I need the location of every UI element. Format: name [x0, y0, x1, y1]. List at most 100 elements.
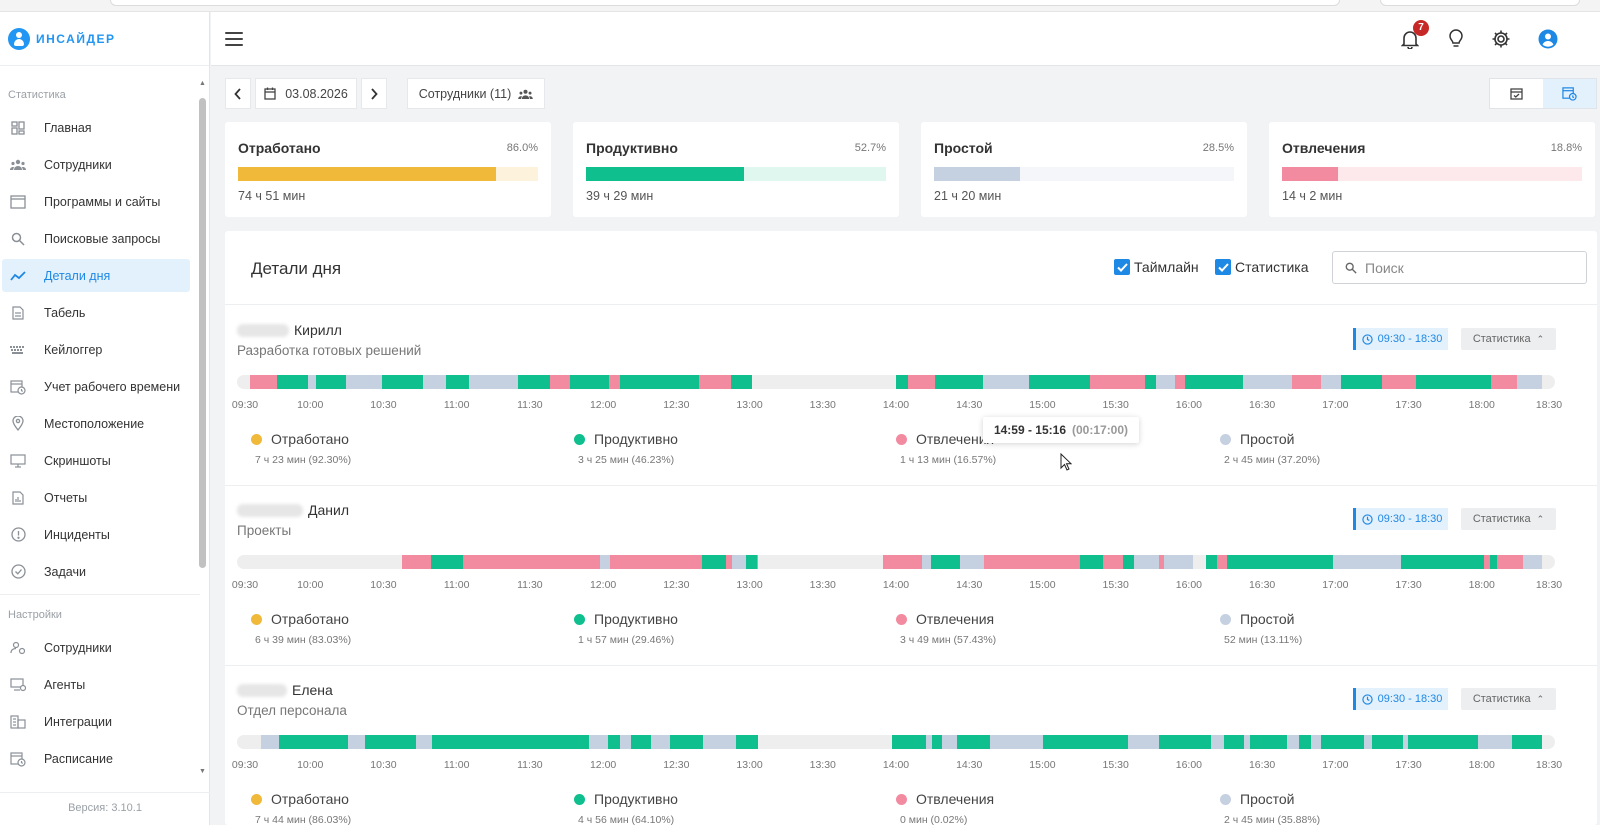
schedule-badge[interactable]: 09:30 - 18:30 — [1353, 328, 1448, 350]
timeline-segment[interactable] — [291, 735, 318, 749]
timeline-segment[interactable] — [1080, 555, 1097, 569]
timeline-segment[interactable] — [1332, 555, 1362, 569]
timeline-segment[interactable] — [1483, 555, 1491, 569]
timeline-segment[interactable] — [608, 375, 621, 389]
timeline-segment[interactable] — [469, 375, 502, 389]
scroll-down-icon[interactable]: ▼ — [199, 768, 206, 775]
timeline-segment[interactable] — [651, 735, 672, 749]
sidebar-item-search-queries[interactable]: Поисковые запросы — [2, 222, 190, 255]
timeline-segment[interactable] — [569, 375, 593, 389]
calendar-view-button[interactable] — [1490, 79, 1543, 108]
timeline-segment[interactable] — [638, 735, 652, 749]
timeline-segment[interactable] — [347, 735, 361, 749]
timeline-segment[interactable] — [516, 735, 529, 749]
timeline-segment[interactable] — [591, 375, 610, 389]
timeline-segment[interactable] — [1205, 555, 1219, 569]
timeline-segment[interactable] — [959, 555, 985, 569]
timeline-segment[interactable] — [1400, 555, 1433, 569]
timeline-segment[interactable] — [580, 555, 601, 569]
timeline-segment[interactable] — [444, 735, 478, 749]
timeline-segment[interactable] — [1320, 375, 1335, 389]
timeline-segment[interactable] — [1102, 555, 1124, 569]
timeline-segment[interactable] — [1261, 735, 1288, 749]
timeline-segment[interactable] — [565, 555, 581, 569]
timeline-segment[interactable] — [685, 735, 704, 749]
timeline-segment[interactable] — [669, 555, 703, 569]
timeline-segment[interactable] — [250, 375, 278, 389]
timeline-segment[interactable] — [316, 735, 349, 749]
timeline-segment[interactable] — [956, 735, 991, 749]
timeline-segment[interactable] — [702, 735, 738, 749]
settings-button[interactable] — [1488, 26, 1514, 52]
timeline-segment[interactable] — [1512, 735, 1536, 749]
timeline-segment[interactable] — [1320, 555, 1334, 569]
sidebar-item-incidents[interactable]: Инциденты — [2, 518, 190, 551]
timeline-segment[interactable] — [1133, 555, 1160, 569]
timeline-segment[interactable] — [1034, 735, 1044, 749]
timeline-segment[interactable] — [543, 555, 567, 569]
timeline-segment[interactable] — [1058, 375, 1091, 389]
timeline-segment[interactable] — [517, 375, 551, 389]
timeline-segment[interactable] — [730, 375, 752, 389]
timeline-segment[interactable] — [516, 555, 544, 569]
sidebar-item-day-details[interactable]: Детали дня — [2, 259, 190, 292]
timeline-segment[interactable] — [1141, 735, 1160, 749]
timeline-segment[interactable] — [984, 555, 992, 569]
timeline-segment[interactable] — [1089, 735, 1120, 749]
search-input[interactable] — [1365, 259, 1565, 276]
timeline-segment[interactable] — [1118, 375, 1146, 389]
timeline-segment[interactable] — [1340, 375, 1351, 389]
timeline-segment[interactable] — [599, 555, 611, 569]
sidebar-item-keylogger[interactable]: Кейлоггер — [2, 333, 190, 366]
timeline-segment[interactable] — [461, 375, 471, 389]
timeline-segment[interactable] — [925, 735, 933, 749]
timeline-segment[interactable] — [1320, 735, 1338, 749]
timeline-segment[interactable] — [746, 555, 758, 569]
timeline-segment[interactable] — [1173, 735, 1182, 749]
sidebar-item-timesheet[interactable]: Табель — [2, 296, 190, 329]
timeline-segment[interactable] — [1446, 735, 1464, 749]
sidebar-item-employees[interactable]: Сотрудники — [2, 148, 190, 181]
timeline-segment[interactable] — [432, 735, 446, 749]
timeline-segment[interactable] — [934, 375, 944, 389]
timeline-segment[interactable] — [1184, 375, 1218, 389]
timeline-segment[interactable] — [1227, 555, 1249, 569]
timeline-segment[interactable] — [588, 735, 609, 749]
timeline-segment[interactable] — [382, 375, 409, 389]
timeline-segment[interactable] — [736, 735, 759, 749]
timeline-segment[interactable] — [1496, 555, 1525, 569]
timeline-segment[interactable] — [1243, 375, 1275, 389]
activity-timeline[interactable] — [237, 735, 1555, 749]
timeline-segment[interactable] — [936, 555, 961, 569]
timeline-segment[interactable] — [1336, 735, 1365, 749]
timeline-segment[interactable] — [445, 375, 455, 389]
statistics-toggle-button[interactable]: Статистика ⌃ — [1461, 688, 1556, 710]
timeline-segment[interactable] — [757, 555, 759, 569]
timeline-segment[interactable] — [365, 735, 384, 749]
timeline-segment[interactable] — [1295, 555, 1321, 569]
timeline-segment[interactable] — [1372, 735, 1404, 749]
timeline-segment[interactable] — [1334, 375, 1342, 389]
timeline-segment[interactable] — [1349, 375, 1375, 389]
timeline-segment[interactable] — [422, 375, 447, 389]
timeline-segment[interactable] — [1175, 375, 1186, 389]
timeline-segment[interactable] — [1462, 735, 1470, 749]
timeline-segment[interactable] — [407, 375, 424, 389]
timeline-view-button[interactable] — [1543, 79, 1596, 108]
prev-day-button[interactable] — [225, 78, 251, 109]
timeline-segment[interactable] — [1311, 735, 1322, 749]
timeline-segment[interactable] — [1416, 375, 1433, 389]
timeline-segment[interactable] — [1488, 735, 1513, 749]
timeline-segment[interactable] — [990, 555, 1001, 569]
timeline-segment[interactable] — [1000, 555, 1034, 569]
timeline-segment[interactable] — [401, 735, 417, 749]
timeline-segment[interactable] — [1223, 735, 1245, 749]
timeline-segment[interactable] — [1145, 375, 1157, 389]
timeline-segment[interactable] — [1408, 735, 1442, 749]
timeline-segment[interactable] — [307, 375, 318, 389]
timeline-checkbox[interactable]: Таймлайн — [1114, 259, 1199, 275]
timeline-segment[interactable] — [1065, 555, 1081, 569]
browser-extension-bar[interactable] — [1380, 0, 1580, 6]
timeline-segment[interactable] — [1096, 555, 1104, 569]
timeline-segment[interactable] — [549, 375, 571, 389]
